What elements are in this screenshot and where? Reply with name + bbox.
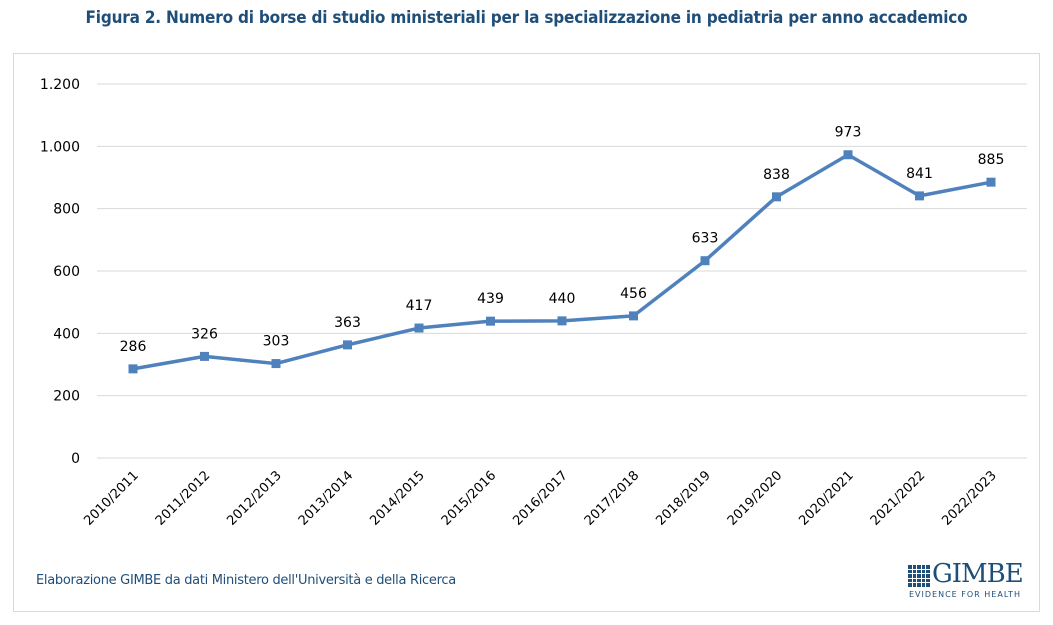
y-tick-label: 1.200 bbox=[40, 77, 80, 93]
data-point bbox=[343, 340, 352, 350]
data-label: 633 bbox=[692, 231, 719, 247]
data-point bbox=[414, 323, 424, 333]
chart-frame bbox=[13, 53, 1040, 612]
data-label: 838 bbox=[763, 167, 790, 183]
data-label: 439 bbox=[477, 291, 504, 307]
gimbe-logo-icon bbox=[908, 565, 930, 587]
x-tick-label: 2011/2012 bbox=[153, 468, 214, 529]
data-label: 363 bbox=[334, 315, 361, 331]
series bbox=[128, 150, 996, 374]
y-tick-label: 0 bbox=[71, 451, 80, 467]
data-point bbox=[128, 364, 138, 374]
data-point bbox=[271, 359, 281, 369]
chart-title: Figura 2. Numero di borse di studio mini… bbox=[85, 8, 968, 28]
data-point bbox=[986, 177, 996, 187]
data-label: 841 bbox=[906, 166, 933, 182]
x-tick-label: 2010/2011 bbox=[81, 468, 142, 529]
data-label: 286 bbox=[120, 339, 147, 355]
y-tick-label: 600 bbox=[53, 264, 80, 280]
data-label: 973 bbox=[835, 125, 862, 141]
logo-tagline: EVIDENCE FOR HEALTH bbox=[909, 590, 1022, 599]
gridlines bbox=[97, 83, 1027, 459]
x-tick-label: 2021/2022 bbox=[868, 468, 929, 529]
data-point bbox=[200, 351, 209, 361]
x-tick-label: 2015/2016 bbox=[439, 468, 500, 529]
source-note: Elaborazione GIMBE da dati Ministero del… bbox=[36, 573, 456, 588]
data-label: 885 bbox=[978, 152, 1005, 168]
data-point bbox=[486, 316, 495, 326]
y-tick-label: 400 bbox=[53, 326, 80, 342]
y-tick-label: 200 bbox=[53, 389, 80, 405]
y-tick-label: 800 bbox=[53, 202, 80, 218]
x-tick-label: 2016/2017 bbox=[510, 468, 571, 529]
data-label: 303 bbox=[263, 334, 290, 350]
data-label: 456 bbox=[620, 286, 647, 302]
data-point bbox=[700, 256, 710, 266]
x-tick-label: 2013/2014 bbox=[296, 468, 357, 529]
gimbe-logo: GIMBE EVIDENCE FOR HEALTH bbox=[906, 559, 1028, 603]
data-labels: 286 326 303 363 417 439 440 456 633 838 973 841 885 bbox=[120, 125, 1005, 355]
x-tick-label: 2020/2021 bbox=[796, 468, 857, 529]
x-tick-label: 2018/2019 bbox=[653, 468, 714, 529]
data-point bbox=[557, 316, 567, 326]
y-axis-ticks: 0 200 400 600 800 1.000 1.200 bbox=[40, 77, 80, 467]
x-tick-label: 2019/2020 bbox=[725, 468, 786, 529]
x-tick-label: 2017/2018 bbox=[582, 468, 643, 529]
x-tick-label: 2022/2023 bbox=[939, 468, 1000, 529]
data-point bbox=[843, 150, 853, 160]
data-label: 440 bbox=[549, 291, 576, 307]
data-label: 417 bbox=[406, 298, 433, 314]
x-axis-ticks: 2010/2011 2011/2012 2012/2013 2013/2014 2014… bbox=[81, 468, 1000, 529]
logo-name: GIMBE bbox=[932, 559, 1024, 589]
y-tick-label: 1.000 bbox=[40, 139, 80, 155]
x-tick-label: 2012/2013 bbox=[224, 468, 285, 529]
data-label: 326 bbox=[191, 326, 218, 342]
data-point bbox=[915, 191, 924, 201]
data-point bbox=[629, 311, 638, 321]
x-tick-label: 2014/2015 bbox=[367, 468, 428, 529]
data-point bbox=[772, 192, 781, 202]
